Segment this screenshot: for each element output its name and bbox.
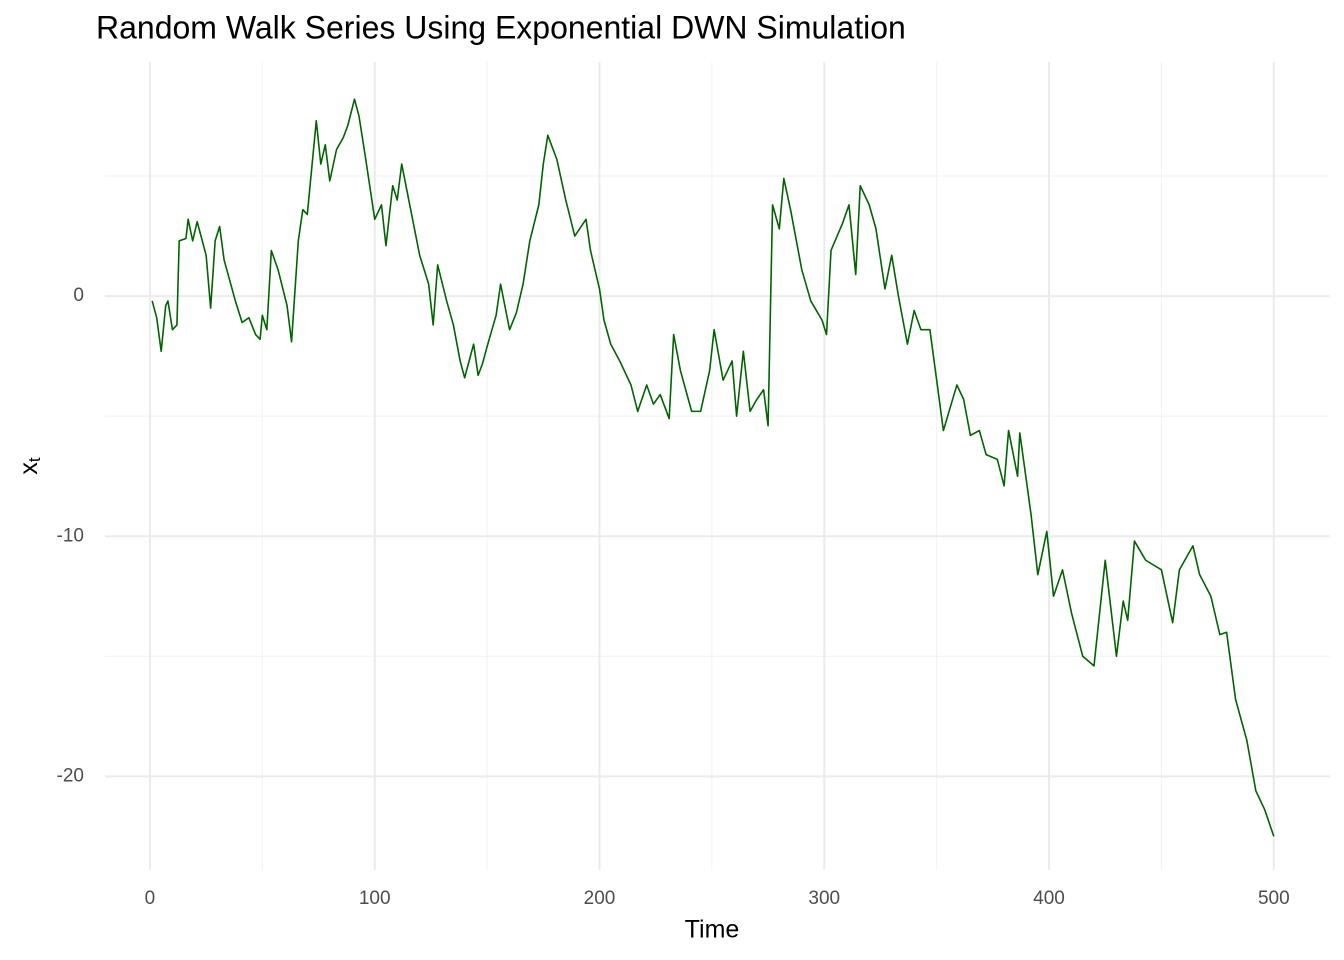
y-axis-title-main: x bbox=[15, 462, 43, 475]
y-tick-label: 0 bbox=[73, 285, 84, 306]
x-tick-label: 100 bbox=[359, 888, 391, 909]
x-tick-label: 500 bbox=[1258, 888, 1290, 909]
y-axis-title-subscript: t bbox=[25, 457, 44, 462]
x-tick-label: 400 bbox=[1033, 888, 1065, 909]
y-axis-title: xt bbox=[15, 457, 45, 475]
x-tick-label: 300 bbox=[808, 888, 840, 909]
x-axis-title: Time bbox=[685, 916, 740, 944]
y-tick-label: -20 bbox=[57, 765, 84, 786]
y-tick-label: -10 bbox=[57, 525, 84, 546]
x-tick-label: 0 bbox=[145, 888, 156, 909]
x-tick-label: 200 bbox=[584, 888, 616, 909]
data-line bbox=[151, 98, 1275, 837]
chart-title: Random Walk Series Using Exponential DWN… bbox=[96, 9, 906, 45]
